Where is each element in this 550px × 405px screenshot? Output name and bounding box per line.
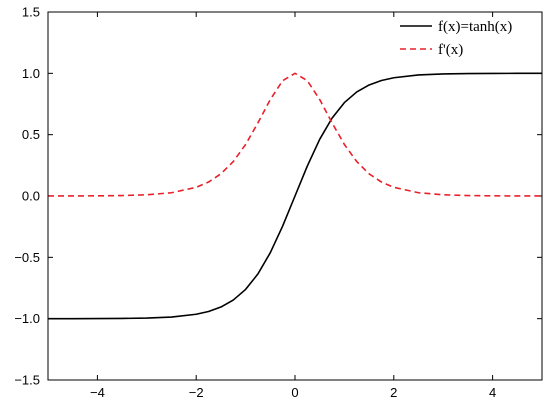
x-axis-ticks: −4 −2 0 2 4 xyxy=(90,12,496,400)
y-tick-label: −1.0 xyxy=(14,311,40,326)
x-tick-label: 0 xyxy=(291,385,298,400)
x-tick-label: 2 xyxy=(390,385,397,400)
y-tick-label: 0.5 xyxy=(22,127,40,142)
legend-label: f'(x) xyxy=(438,42,463,58)
legend-label: f(x)=tanh(x) xyxy=(438,19,512,35)
series-line-2 xyxy=(47,72,543,197)
y-tick-label: 0.0 xyxy=(22,189,40,204)
y-tick-label: −1.5 xyxy=(14,373,40,388)
y-tick-label: 1.5 xyxy=(22,5,40,20)
y-tick-label: −0.5 xyxy=(14,250,40,265)
plot-frame xyxy=(47,11,543,381)
x-tick-label: −4 xyxy=(90,385,105,400)
x-tick-label: −2 xyxy=(189,385,204,400)
x-tick-label: 4 xyxy=(489,385,496,400)
legend: f(x)=tanh(x) f'(x) xyxy=(400,19,512,58)
series-layer xyxy=(47,72,543,320)
series-line-1 xyxy=(47,72,543,320)
y-tick-label: 1.0 xyxy=(22,66,40,81)
